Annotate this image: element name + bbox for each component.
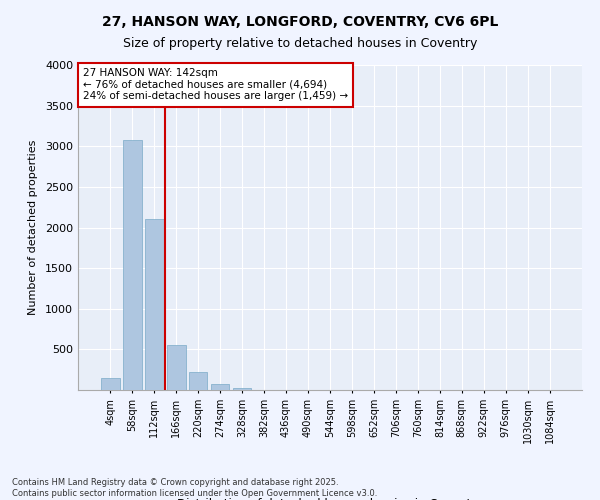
- Bar: [211, 384, 229, 390]
- Y-axis label: Number of detached properties: Number of detached properties: [28, 140, 38, 315]
- Text: Size of property relative to detached houses in Coventry: Size of property relative to detached ho…: [123, 38, 477, 51]
- Bar: [145, 220, 164, 390]
- Text: 27 HANSON WAY: 142sqm
← 76% of detached houses are smaller (4,694)
24% of semi-d: 27 HANSON WAY: 142sqm ← 76% of detached …: [83, 68, 348, 102]
- Bar: [189, 372, 208, 390]
- Text: 27, HANSON WAY, LONGFORD, COVENTRY, CV6 6PL: 27, HANSON WAY, LONGFORD, COVENTRY, CV6 …: [102, 15, 498, 29]
- Bar: [233, 388, 251, 390]
- Bar: [123, 140, 142, 390]
- Bar: [167, 344, 185, 390]
- Text: Contains HM Land Registry data © Crown copyright and database right 2025.
Contai: Contains HM Land Registry data © Crown c…: [12, 478, 377, 498]
- X-axis label: Distribution of detached houses by size in Coventry: Distribution of detached houses by size …: [177, 498, 483, 500]
- Bar: [101, 378, 119, 390]
